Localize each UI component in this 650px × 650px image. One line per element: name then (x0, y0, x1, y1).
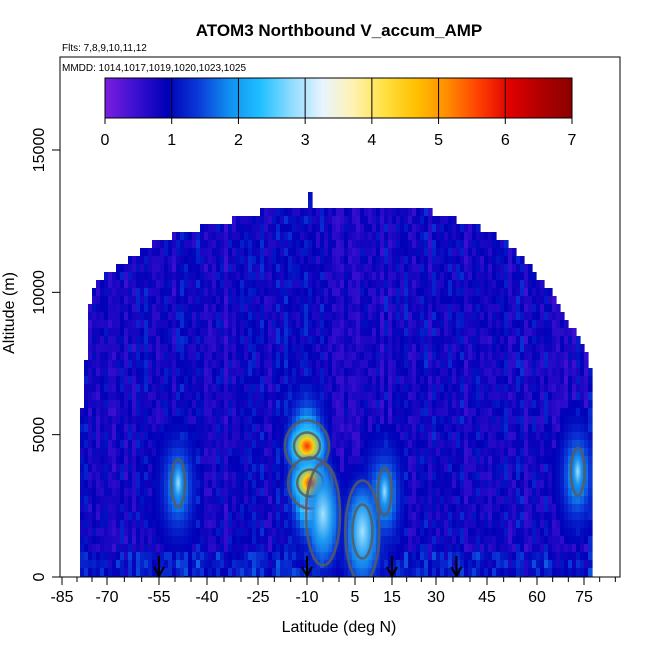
x-axis-label: Latitude (deg N) (282, 619, 397, 636)
y-axis: 0 5000 10000 15000 (31, 128, 60, 581)
x-tick-label-3: -40 (195, 589, 218, 606)
colorbar-tick-label-6: 6 (501, 132, 510, 149)
feature-layer (170, 416, 586, 577)
x-tick-label-11: 75 (575, 589, 593, 606)
y-tick-label-2: 10000 (31, 270, 48, 315)
x-tick-label-4: -25 (246, 589, 269, 606)
colorbar: 0 1 2 3 4 5 6 7 (101, 77, 577, 149)
colorbar-tick-label-2: 2 (234, 132, 243, 149)
colorbar-tick-label-5: 5 (434, 132, 443, 149)
y-tick-label-0: 0 (31, 572, 48, 581)
x-tick-label-2: -55 (147, 589, 170, 606)
chart-title: ATOM3 Northbound V_accum_AMP (196, 21, 483, 40)
y-tick-label-1: 5000 (31, 417, 48, 453)
position-arrow-2 (386, 556, 398, 577)
feature-blob-2 (303, 454, 343, 575)
plot-area (80, 192, 593, 577)
colorbar-ticks: 0 1 2 3 4 5 6 7 (101, 78, 577, 149)
x-tick-label-5: -10 (295, 589, 318, 606)
feature-blob-3 (342, 471, 383, 577)
feature-contour-5 (170, 458, 187, 509)
feature-contour-4 (376, 466, 393, 517)
position-arrow-3 (450, 556, 463, 577)
colorbar-tick-label-3: 3 (301, 132, 310, 149)
colorbar-tick-label-0: 0 (101, 132, 110, 149)
dates-note: MMDD: 1014,1017,1019,1020,1023,1025 (62, 63, 246, 74)
x-tick-label-6: 5 (351, 589, 360, 606)
colorbar-tick-label-1: 1 (167, 132, 176, 149)
feature-blob-6 (569, 443, 586, 500)
colorbar-tick-label-7: 7 (568, 132, 577, 149)
x-tick-label-10: 60 (528, 589, 546, 606)
arrow-layer (153, 556, 463, 577)
plot-frame (59, 56, 621, 578)
feature-blob-4 (376, 463, 393, 520)
feature-contour-3 (344, 479, 381, 577)
colorbar-bar (104, 77, 573, 119)
x-tick-label-8: 30 (427, 589, 445, 606)
feature-contour-2 (304, 462, 342, 567)
concentration-field (80, 192, 593, 577)
y-tick-label-3: 15000 (31, 128, 48, 173)
position-arrow-0 (153, 556, 165, 577)
colorbar-tick-label-4: 4 (367, 132, 376, 149)
feature-contour-6 (569, 446, 586, 497)
x-axis: -85 -70 -55 -40 -25 -10 5 15 30 45 60 75 (50, 577, 616, 606)
x-tick-label-7: 15 (383, 589, 401, 606)
flights-note: Flts: 7,8,9,10,11,12 (62, 43, 147, 54)
x-tick-label-1: -70 (95, 589, 118, 606)
x-tick-label-0: -85 (50, 589, 73, 606)
x-tick-label-9: 45 (478, 589, 496, 606)
position-arrow-1 (301, 556, 313, 577)
feature-blob-5 (170, 455, 187, 512)
y-axis-label: Altitude (m) (1, 272, 18, 354)
feature-contour-inner-3 (351, 503, 374, 560)
